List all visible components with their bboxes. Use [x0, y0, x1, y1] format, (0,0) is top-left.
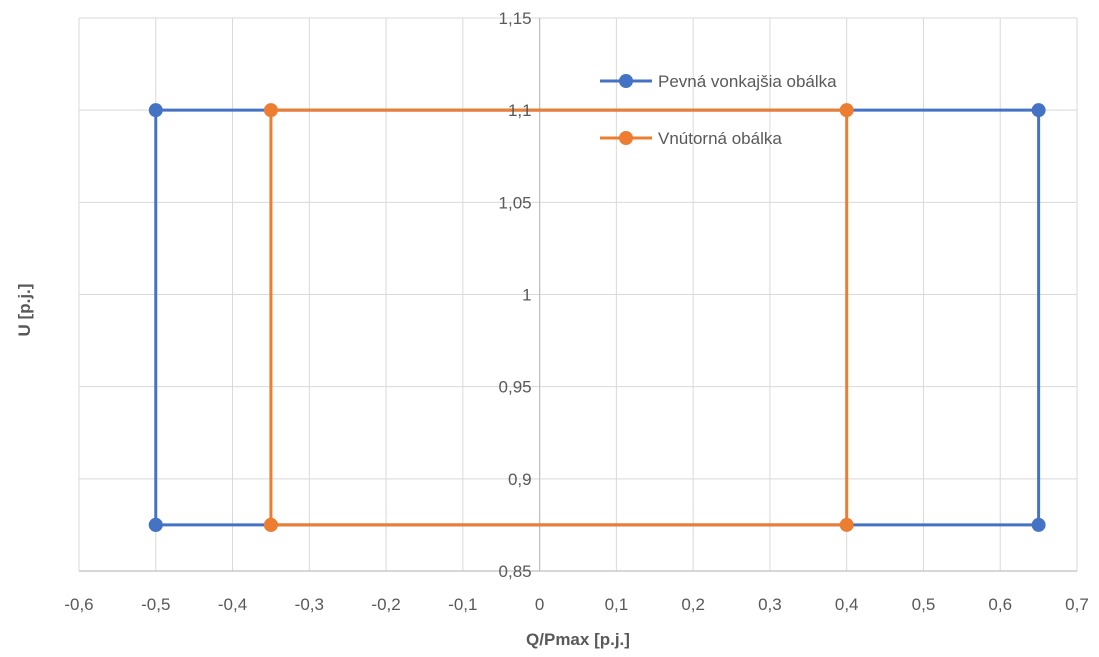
- x-tick-label: 0,2: [681, 595, 705, 614]
- y-tick-label: 0,85: [499, 562, 532, 581]
- x-tick-label: -0,3: [295, 595, 324, 614]
- x-tick-label: 0,7: [1065, 595, 1089, 614]
- data-point: [1031, 103, 1046, 118]
- x-tick-label: 0: [535, 595, 544, 614]
- y-tick-label: 0,9: [508, 470, 532, 489]
- y-tick-label: 0,95: [499, 378, 532, 397]
- x-tick-label: 0,1: [605, 595, 629, 614]
- legend-swatch-inner-marker: [619, 131, 633, 145]
- x-tick-label: -0,5: [141, 595, 170, 614]
- x-tick-labels: -0,6 -0,5 -0,4 -0,3 -0,2 -0,1 0 0,1 0,2 0,3 0,4 0,5…: [64, 595, 1088, 614]
- x-axis-title: Q/Pmax [p.j.]: [526, 630, 630, 649]
- y-tick-label: 1,1: [508, 101, 532, 120]
- x-tick-label: 0,3: [758, 595, 782, 614]
- series-line: [154, 108, 1041, 527]
- y-tick-label: 1,05: [499, 193, 532, 212]
- data-point: [1031, 517, 1046, 532]
- x-tick-label: -0,2: [371, 595, 400, 614]
- data-point: [839, 517, 854, 532]
- x-tick-label: 0,4: [835, 595, 859, 614]
- legend-label-outer: Pevná vonkajšia obálka: [658, 72, 837, 91]
- grid: [78, 17, 1078, 572]
- data-point: [263, 103, 278, 118]
- y-tick-label: 1,15: [499, 9, 532, 28]
- x-tick-label: -0,4: [218, 595, 247, 614]
- legend-item-outer: Pevná vonkajšia obálka: [600, 72, 837, 91]
- x-tick-label: -0,1: [448, 595, 477, 614]
- data-point: [263, 517, 278, 532]
- x-tick-label: -0,6: [64, 595, 93, 614]
- series-inner: [263, 103, 854, 532]
- x-tick-label: 0,5: [912, 595, 936, 614]
- y-tick-label: 1: [522, 286, 531, 305]
- data-point: [148, 103, 163, 118]
- series-line: [269, 108, 849, 527]
- data-point: [148, 517, 163, 532]
- series-layer: [148, 103, 1046, 532]
- legend-item-inner: Vnútorná obálka: [600, 129, 782, 148]
- x-tick-label: 0,6: [988, 595, 1012, 614]
- data-point: [839, 103, 854, 118]
- legend: Pevná vonkajšia obálka Vnútorná obálka: [600, 72, 837, 148]
- y-tick-labels: 0,85 0,9 0,95 1 1,05 1,1 1,15: [499, 9, 532, 581]
- legend-swatch-outer-marker: [619, 74, 633, 88]
- legend-label-inner: Vnútorná obálka: [658, 129, 782, 148]
- series-outer: [148, 103, 1046, 532]
- y-axis-title: U [p.j.]: [15, 284, 34, 337]
